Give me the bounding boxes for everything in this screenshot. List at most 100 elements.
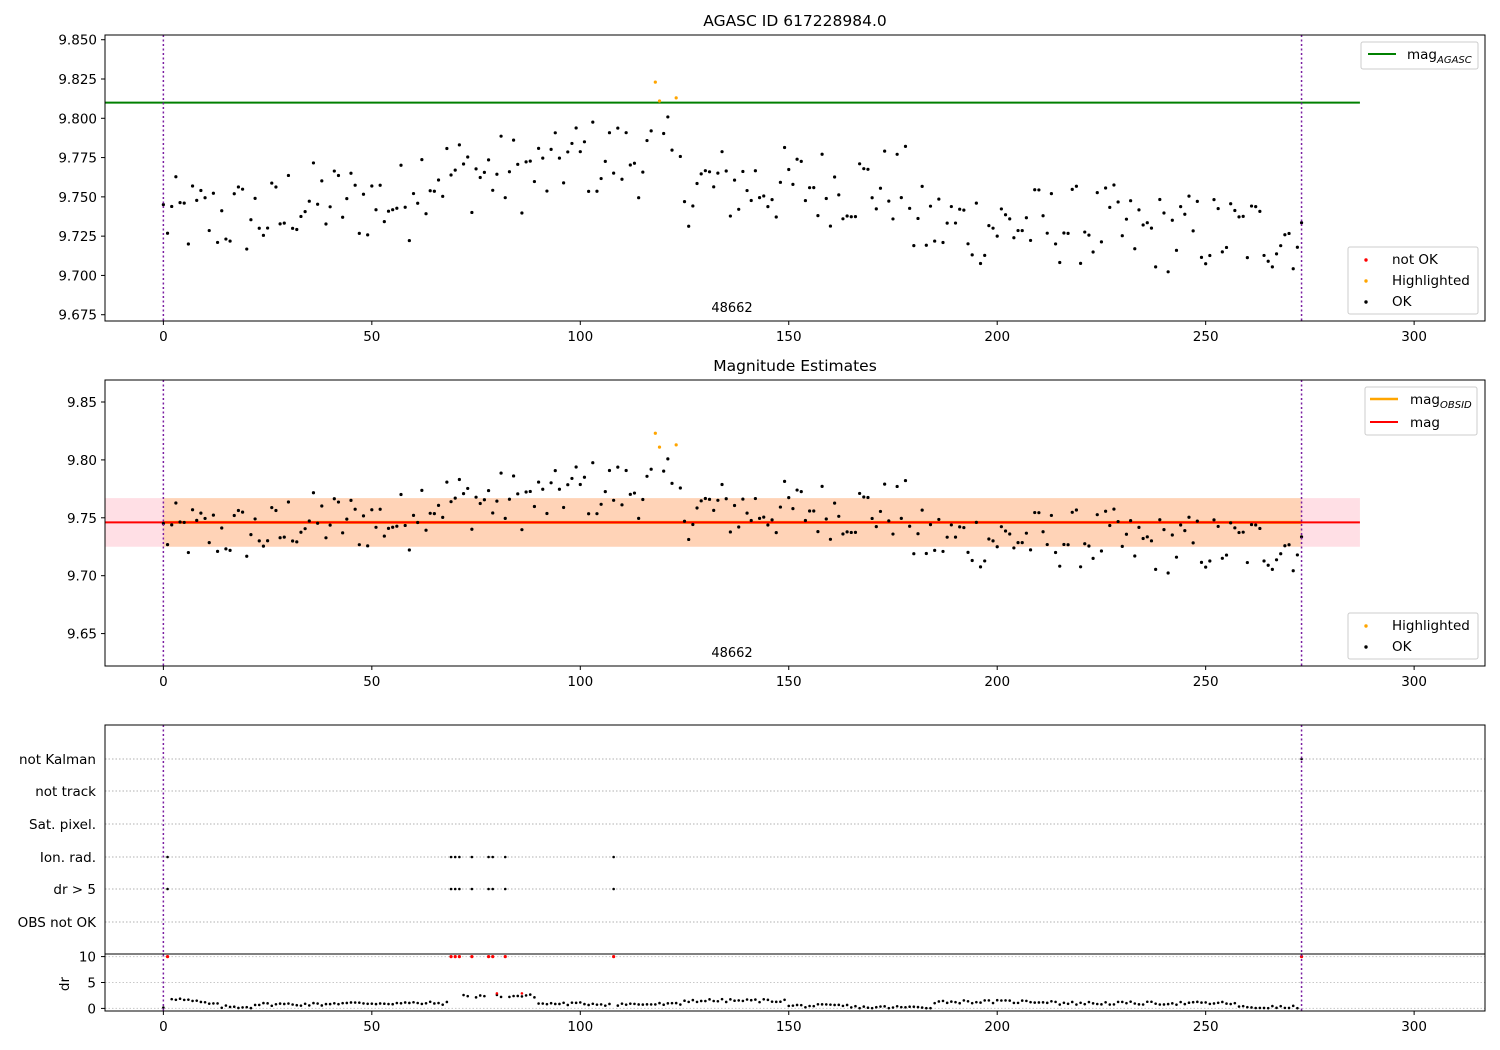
ok-point	[1266, 563, 1270, 567]
ok-point	[486, 488, 491, 493]
dr-point	[574, 1001, 578, 1005]
ok-point	[403, 523, 407, 528]
ok-point	[474, 167, 478, 171]
flag-point	[449, 887, 453, 891]
dr-point	[787, 1004, 791, 1008]
dr-point	[241, 1006, 244, 1009]
ok-point	[903, 478, 908, 483]
ok-point	[199, 511, 203, 515]
ok-point	[703, 496, 707, 501]
ok-point	[716, 171, 720, 175]
ok-point	[578, 482, 582, 487]
dr-point	[1237, 1005, 1241, 1008]
dr-point	[408, 1001, 411, 1005]
x-tick-label: 300	[1401, 674, 1427, 690]
ok-point	[1083, 230, 1087, 234]
dr-point	[533, 996, 536, 999]
dr-point	[537, 1002, 540, 1005]
dr-point	[1150, 1000, 1153, 1004]
ok-point	[441, 515, 445, 520]
dr-point	[437, 1001, 440, 1005]
ok-point	[549, 147, 553, 151]
ok-point	[645, 474, 649, 478]
ok-point	[461, 491, 466, 496]
ok-point	[895, 484, 899, 489]
ok-point	[1049, 192, 1054, 196]
dr-point	[516, 994, 520, 998]
ok-point	[1095, 191, 1099, 195]
ok-point	[528, 489, 532, 494]
ok-point	[682, 519, 687, 523]
ok-point	[182, 201, 186, 205]
dr-point	[303, 1002, 307, 1006]
dr-point	[512, 994, 515, 998]
dr-point	[1054, 1000, 1057, 1004]
ok-point	[1170, 218, 1174, 222]
ok-point	[849, 215, 853, 219]
ok-point	[1208, 253, 1212, 258]
ok-point	[1108, 205, 1112, 209]
dr-point	[558, 1002, 561, 1006]
ok-point	[1274, 252, 1279, 256]
flags-panel: not Kalman not track Sat. pixel. Ion. rad. d…	[18, 724, 1486, 1035]
ok-point	[845, 214, 849, 218]
ok-point	[649, 129, 653, 133]
ok-point	[215, 240, 220, 245]
ok-point	[1016, 541, 1020, 545]
ok-point	[366, 233, 370, 237]
ok-point	[795, 488, 799, 492]
ok-point	[282, 535, 286, 539]
ok-point	[628, 163, 632, 167]
dr-high-point	[1299, 954, 1304, 959]
ok-point	[1249, 204, 1254, 208]
y-tick-label: 9.775	[58, 151, 97, 167]
ok-point	[933, 548, 937, 552]
ok-point	[878, 186, 883, 190]
ok-point	[870, 516, 874, 521]
ok-point	[370, 508, 374, 512]
ok-point	[632, 161, 637, 165]
ok-point	[303, 210, 307, 214]
ok-point	[933, 239, 937, 243]
ok-point	[570, 476, 574, 481]
dr-point	[587, 1003, 590, 1007]
ok-point	[1087, 233, 1091, 237]
ok-point	[470, 527, 474, 531]
dr-point	[249, 1006, 253, 1010]
dr-point	[362, 1002, 365, 1005]
ok-point	[1133, 554, 1137, 558]
ok-point	[612, 498, 616, 502]
dr-point	[1291, 1004, 1295, 1008]
dr-point	[891, 1006, 895, 1009]
dr-point	[591, 1002, 595, 1006]
ok-point	[945, 221, 949, 225]
ok-point	[174, 175, 178, 179]
ok-point	[195, 518, 199, 522]
ok-point	[1008, 217, 1012, 221]
ok-point	[316, 202, 320, 206]
ok-point	[311, 491, 316, 495]
dr-point	[207, 1002, 211, 1005]
dr-point	[553, 1002, 557, 1006]
ok-point	[1154, 265, 1158, 269]
ok-point	[1270, 567, 1274, 572]
ok-point	[1254, 523, 1258, 527]
ok-point	[570, 141, 574, 146]
dr-point	[758, 1000, 761, 1004]
ok-point	[737, 525, 741, 529]
dr-point	[1191, 1000, 1195, 1004]
ok-point	[445, 480, 449, 484]
dr-point	[478, 994, 482, 997]
dr-point	[1254, 1006, 1257, 1010]
ok-point	[486, 158, 491, 162]
ok-point	[949, 523, 953, 527]
ok-point	[1274, 558, 1279, 562]
ok-point	[1003, 529, 1008, 533]
ok-point	[324, 536, 328, 540]
ok-point	[695, 181, 699, 186]
ok-point	[724, 169, 728, 173]
ok-point	[328, 523, 332, 527]
ok-point	[495, 499, 499, 503]
dr-point	[1041, 1001, 1045, 1004]
legend-mag-agasc: magAGASC	[1360, 41, 1479, 70]
